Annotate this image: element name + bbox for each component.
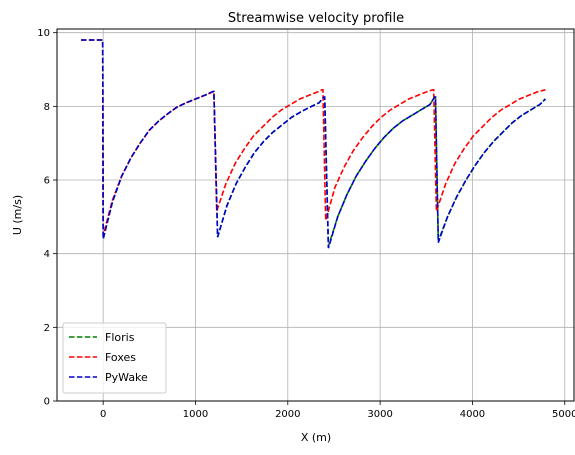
y-tick-label: 6 bbox=[44, 176, 50, 187]
legend: Floris Foxes PyWake bbox=[62, 322, 167, 394]
series-lines bbox=[81, 39, 546, 249]
legend-label-pywake: PyWake bbox=[105, 371, 148, 384]
x-tick-label: 2000 bbox=[275, 409, 300, 420]
axis-ticks: 0 1000 2000 3000 4000 5000 0 2 4 6 8 10 bbox=[37, 28, 575, 420]
y-tick-label: 2 bbox=[44, 323, 50, 334]
x-tick-label: 3000 bbox=[367, 409, 392, 420]
legend-label-foxes: Foxes bbox=[105, 351, 136, 364]
plot-frame bbox=[56, 28, 575, 402]
y-tick-label: 0 bbox=[44, 397, 50, 408]
x-axis-label: X (m) bbox=[301, 431, 331, 444]
y-tick-label: 4 bbox=[44, 249, 50, 260]
x-tick-label: 4000 bbox=[460, 409, 485, 420]
x-tick-label: 1000 bbox=[183, 409, 208, 420]
x-tick-label: 0 bbox=[100, 409, 106, 420]
legend-box bbox=[62, 322, 167, 394]
series-line-pywake bbox=[81, 39, 546, 249]
legend-label-floris: Floris bbox=[105, 331, 135, 344]
y-tick-label: 10 bbox=[37, 28, 50, 39]
y-axis-label: U (m/s) bbox=[11, 195, 24, 235]
x-tick-label: 5000 bbox=[552, 409, 575, 420]
y-tick-label: 8 bbox=[44, 102, 50, 113]
chart-title: Streamwise velocity profile bbox=[228, 11, 404, 26]
